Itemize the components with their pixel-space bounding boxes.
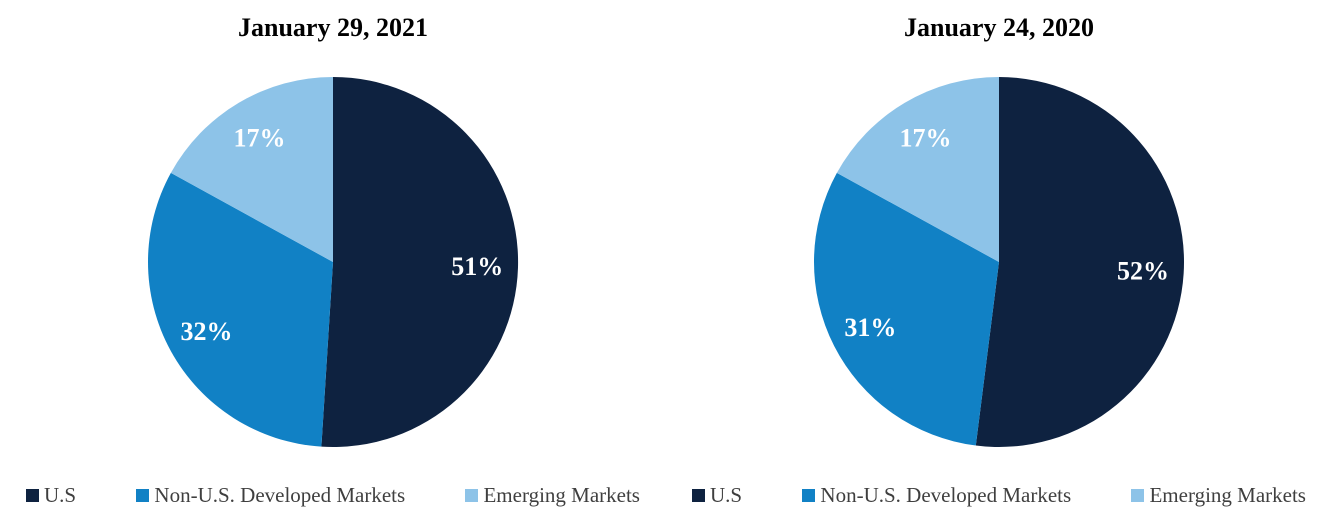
chart-title: January 29, 2021 xyxy=(238,13,428,42)
legend-label: Non-U.S. Developed Markets xyxy=(154,483,406,507)
legend-swatch-us xyxy=(26,489,39,502)
pie-chart: 51% 32% 17% xyxy=(148,76,519,448)
pie-slice-emerging-markets xyxy=(170,77,333,262)
legend-label: Emerging Markets xyxy=(1149,483,1306,507)
chart-title: January 24, 2020 xyxy=(904,13,1094,42)
legend: U.S Non-U.S. Developed Markets Emerging … xyxy=(666,483,1332,516)
legend-item-us: U.S xyxy=(26,483,76,508)
data-label-u-s: 52% xyxy=(1117,257,1169,286)
legend-swatch-emerging xyxy=(1131,489,1145,502)
pie-chart: 52% 31% 17% xyxy=(813,77,1185,447)
legend-label: U.S xyxy=(44,483,77,507)
pie-slice-emerging-markets xyxy=(836,77,999,262)
chart-jan-29-2021: January 29, 2021 51% 32% 17% U.S Non-U.S. … xyxy=(0,13,666,516)
legend-label: Non-U.S. Developed Markets xyxy=(820,483,1072,507)
data-label-emerging-markets: 17% xyxy=(900,123,952,152)
legend-item-non-us-developed: Non-U.S. Developed Markets xyxy=(802,483,1071,508)
chart-jan-24-2020: January 24, 2020 52% 31% 17% U.S Non-U.S. … xyxy=(666,0,1332,516)
legend-swatch-non-us-developed xyxy=(136,489,150,502)
pie-slice-u-s xyxy=(321,76,519,448)
data-label-non-u-s-developed-markets: 32% xyxy=(181,317,233,346)
pie-slice-non-u-s-developed-markets xyxy=(148,172,333,447)
legend-label: Emerging Markets xyxy=(483,483,640,507)
legend-swatch-emerging xyxy=(465,489,479,502)
pie-slice-u-s xyxy=(975,77,1185,447)
legend-label: U.S xyxy=(710,483,743,507)
legend-item-us: U.S xyxy=(692,483,742,508)
legend-item-emerging: Emerging Markets xyxy=(1131,483,1306,508)
legend-swatch-non-us-developed xyxy=(802,489,816,502)
data-label-emerging-markets: 17% xyxy=(234,123,286,152)
data-label-u-s: 51% xyxy=(451,252,503,281)
pie-slice-non-u-s-developed-markets xyxy=(813,172,999,446)
legend: U.S Non-U.S. Developed Markets Emerging … xyxy=(0,483,666,516)
data-label-non-u-s-developed-markets: 31% xyxy=(844,313,896,342)
legend-item-emerging: Emerging Markets xyxy=(465,483,640,508)
legend-swatch-us xyxy=(692,489,705,502)
legend-item-non-us-developed: Non-U.S. Developed Markets xyxy=(136,483,405,508)
